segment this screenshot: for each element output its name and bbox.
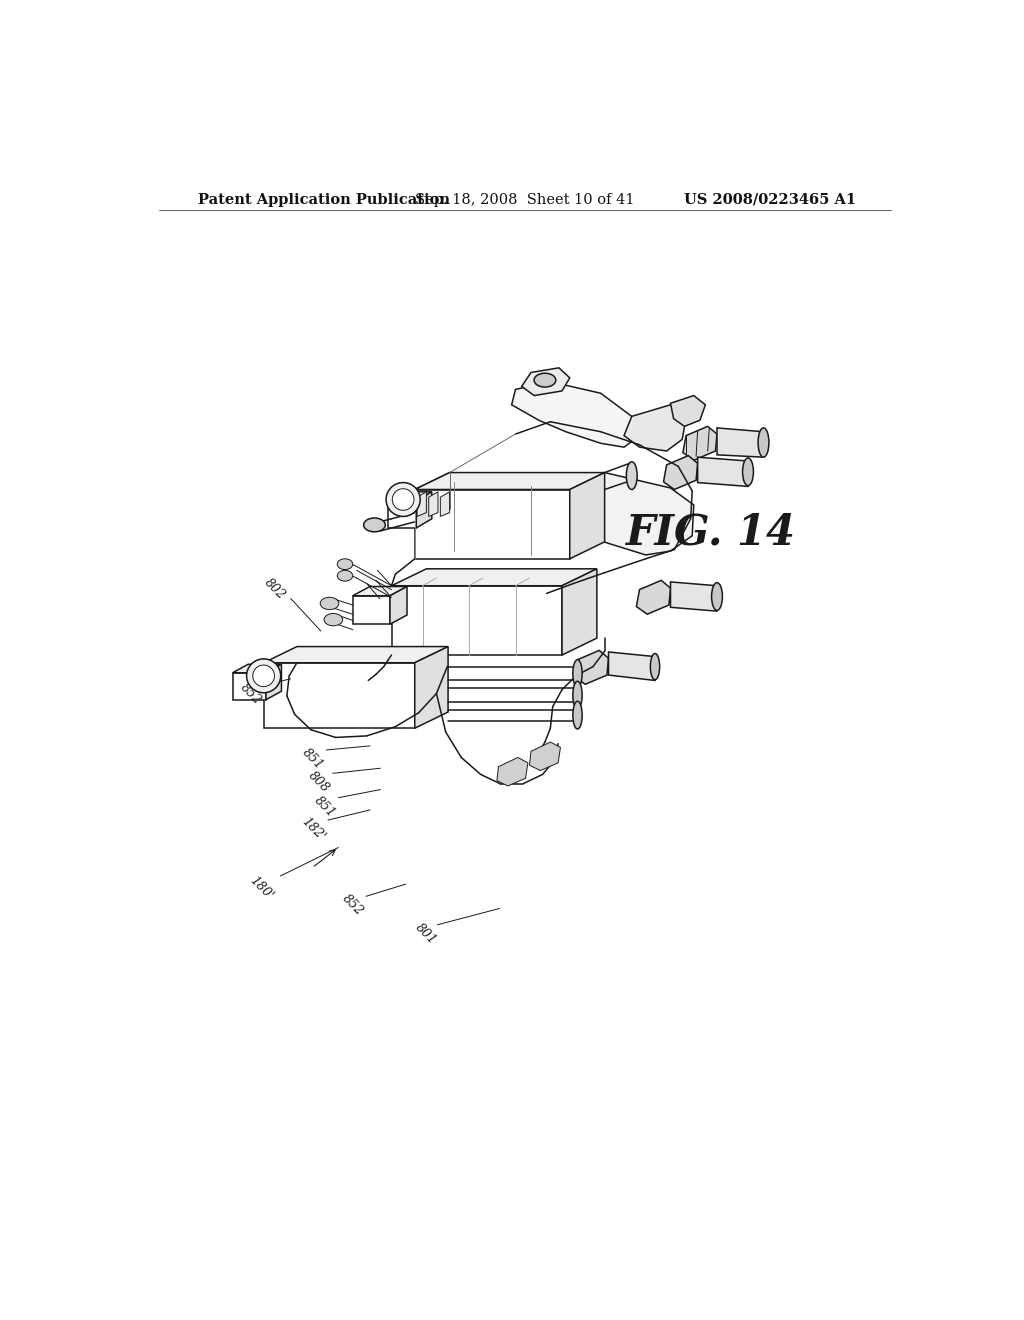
Ellipse shape bbox=[337, 558, 352, 570]
Polygon shape bbox=[497, 758, 528, 785]
Polygon shape bbox=[683, 426, 717, 461]
Text: 852: 852 bbox=[340, 892, 366, 919]
Polygon shape bbox=[415, 647, 449, 729]
Polygon shape bbox=[415, 473, 604, 490]
Polygon shape bbox=[391, 586, 562, 655]
Ellipse shape bbox=[712, 582, 722, 610]
Ellipse shape bbox=[572, 701, 583, 729]
Polygon shape bbox=[636, 581, 671, 614]
Polygon shape bbox=[429, 492, 438, 516]
Polygon shape bbox=[352, 595, 390, 624]
Polygon shape bbox=[569, 473, 604, 558]
Text: 851: 851 bbox=[311, 793, 338, 820]
Polygon shape bbox=[390, 586, 407, 624]
Text: 808: 808 bbox=[305, 770, 332, 796]
Polygon shape bbox=[406, 492, 415, 516]
Text: FIG. 14: FIG. 14 bbox=[627, 511, 797, 553]
Polygon shape bbox=[266, 664, 282, 700]
Polygon shape bbox=[529, 742, 560, 771]
Ellipse shape bbox=[337, 570, 352, 581]
Ellipse shape bbox=[742, 458, 754, 486]
Ellipse shape bbox=[386, 483, 420, 516]
Ellipse shape bbox=[324, 614, 343, 626]
Text: 801: 801 bbox=[413, 921, 438, 946]
Text: Sep. 18, 2008  Sheet 10 of 41: Sep. 18, 2008 Sheet 10 of 41 bbox=[415, 193, 635, 206]
Ellipse shape bbox=[535, 374, 556, 387]
Text: 851: 851 bbox=[300, 746, 326, 772]
Polygon shape bbox=[512, 381, 640, 447]
Ellipse shape bbox=[364, 517, 385, 532]
Ellipse shape bbox=[758, 428, 769, 457]
Polygon shape bbox=[521, 368, 569, 396]
Ellipse shape bbox=[321, 597, 339, 610]
Text: 802: 802 bbox=[262, 577, 288, 602]
Polygon shape bbox=[388, 502, 417, 528]
Ellipse shape bbox=[650, 653, 659, 680]
Polygon shape bbox=[232, 673, 266, 700]
Ellipse shape bbox=[253, 665, 274, 686]
Polygon shape bbox=[388, 492, 432, 502]
Polygon shape bbox=[263, 663, 415, 729]
Polygon shape bbox=[415, 490, 569, 558]
Polygon shape bbox=[352, 586, 407, 595]
Polygon shape bbox=[608, 652, 655, 681]
Text: 180': 180' bbox=[247, 874, 275, 903]
Polygon shape bbox=[263, 647, 449, 663]
Polygon shape bbox=[415, 473, 450, 516]
Polygon shape bbox=[440, 492, 450, 516]
Ellipse shape bbox=[627, 462, 637, 490]
Text: 852: 852 bbox=[238, 681, 264, 708]
Polygon shape bbox=[417, 492, 432, 528]
Ellipse shape bbox=[572, 681, 583, 709]
Text: 182': 182' bbox=[299, 814, 328, 843]
Polygon shape bbox=[574, 651, 608, 684]
Polygon shape bbox=[671, 582, 717, 611]
Text: US 2008/0223465 A1: US 2008/0223465 A1 bbox=[684, 193, 856, 206]
Polygon shape bbox=[569, 473, 693, 558]
Ellipse shape bbox=[392, 488, 414, 511]
Ellipse shape bbox=[247, 659, 281, 693]
Text: Patent Application Publication: Patent Application Publication bbox=[198, 193, 450, 206]
Polygon shape bbox=[562, 569, 597, 655]
Polygon shape bbox=[391, 569, 597, 586]
Polygon shape bbox=[717, 428, 764, 457]
Polygon shape bbox=[664, 455, 697, 490]
Polygon shape bbox=[697, 457, 748, 487]
Polygon shape bbox=[232, 664, 282, 673]
Polygon shape bbox=[671, 396, 706, 426]
Ellipse shape bbox=[572, 660, 583, 688]
Polygon shape bbox=[417, 492, 426, 516]
Polygon shape bbox=[624, 405, 686, 451]
